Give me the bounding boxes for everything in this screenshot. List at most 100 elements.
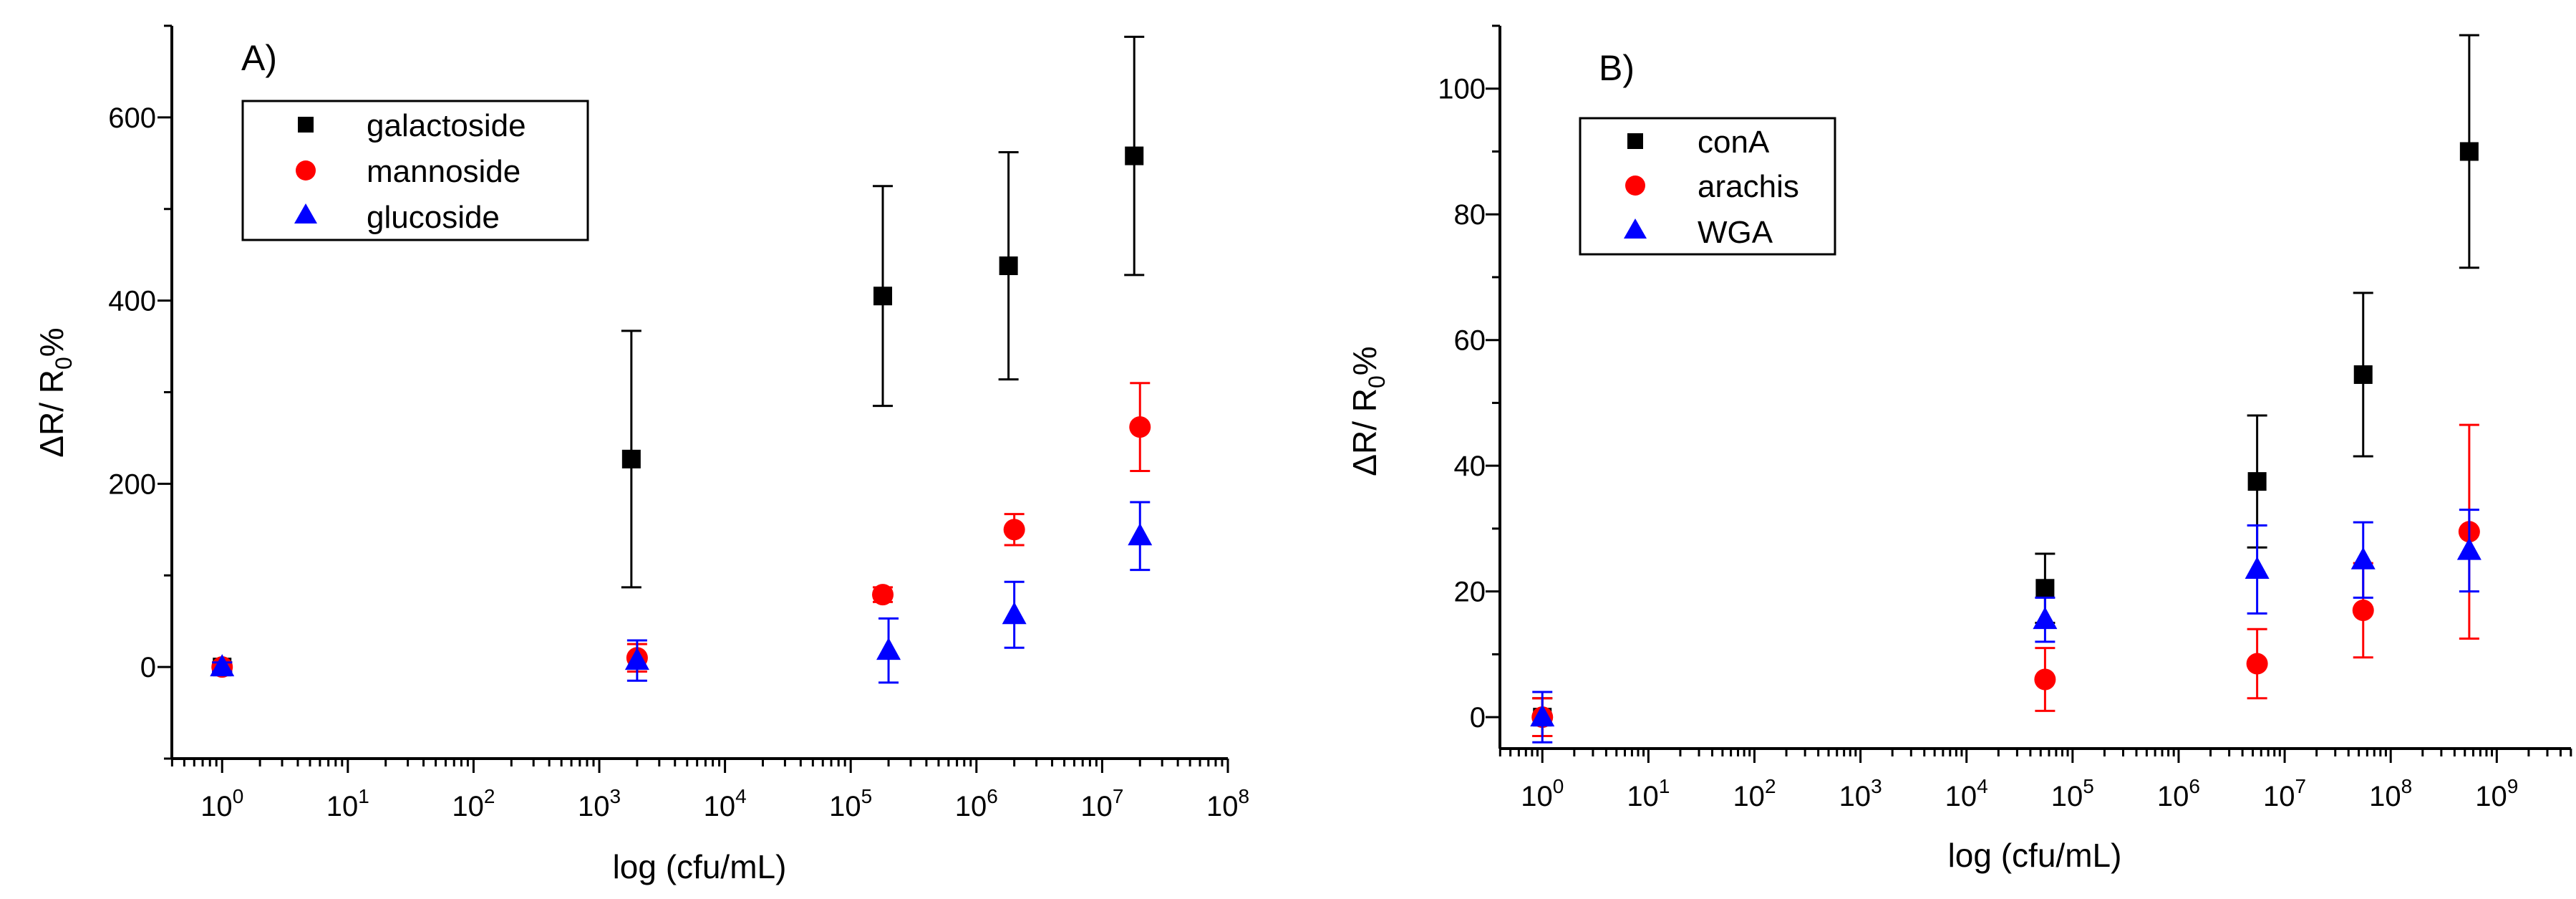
y-tick-label: 80 (1454, 199, 1486, 231)
x-tick-label: 104 (1945, 775, 1988, 812)
panel-b-x-axis-title: log (cfu/mL) (1948, 837, 2122, 874)
data-point-glucoside (624, 648, 649, 670)
x-tick-label-exponent: 0 (233, 785, 244, 807)
y-tick-label: 60 (1454, 325, 1486, 357)
legend-marker-mannoside (296, 160, 316, 181)
x-tick-label-exponent: 4 (1977, 775, 1988, 797)
legend-label-galactoside: galactoside (367, 108, 526, 143)
x-tick-label-exponent: 7 (1113, 785, 1124, 807)
x-tick-label-base: 10 (326, 791, 359, 822)
x-tick-label: 105 (2051, 775, 2094, 812)
x-tick-label: 104 (704, 785, 747, 822)
x-tick-label-base: 10 (704, 791, 736, 822)
x-tick-label-exponent: 4 (735, 785, 747, 807)
y-axis-title-main: ΔR/ R (33, 370, 70, 458)
panel-b-y-axis-title: ΔR/ R0% (1346, 346, 1390, 476)
x-tick-label-base: 10 (1206, 791, 1239, 822)
x-tick-label: 101 (326, 785, 369, 822)
panel-b-chart: B) 100 101 102 103 104 105 106 107 108 1090204060… (1346, 24, 2572, 874)
legend-marker-glucoside (294, 203, 317, 223)
x-tick-label: 102 (452, 785, 495, 822)
x-tick-label-exponent: 6 (2189, 775, 2200, 797)
x-tick-label-base: 10 (2157, 781, 2189, 812)
x-tick-label-base: 10 (2051, 781, 2083, 812)
data-point-WGA (2033, 607, 2058, 630)
panel-a-label: A) (241, 38, 277, 78)
panel-b-legend: conA arachis WGA (1579, 117, 1836, 256)
x-tick-label-base: 10 (829, 791, 861, 822)
legend-label-WGA: WGA (1698, 215, 1773, 250)
x-tick-label-exponent: 2 (484, 785, 495, 807)
x-tick-label-base: 10 (1839, 781, 1872, 812)
data-point-WGA (2245, 556, 2270, 579)
x-tick-label: 107 (2263, 775, 2306, 812)
x-tick-label-exponent: 9 (2507, 775, 2519, 797)
legend-marker-galactoside (298, 117, 314, 133)
y-tick-label: 40 (1454, 451, 1486, 482)
data-point-glucoside (1128, 523, 1153, 546)
x-tick-label: 101 (1627, 775, 1670, 812)
x-tick-label: 106 (2157, 775, 2200, 812)
x-tick-label: 102 (1733, 775, 1776, 812)
x-tick-label-exponent: 5 (861, 785, 873, 807)
x-tick-label-exponent: 2 (1765, 775, 1776, 797)
x-tick-label: 103 (578, 785, 621, 822)
data-point-WGA (1530, 704, 1555, 727)
data-point-mannoside (872, 584, 894, 606)
x-tick-label-base: 10 (2369, 781, 2401, 812)
x-tick-label-exponent: 8 (2401, 775, 2413, 797)
y-tick-label: 0 (140, 652, 156, 683)
y-axis-title-main: ΔR/ R (1346, 388, 1383, 476)
y-axis-title-suffix: % (33, 327, 70, 357)
data-point-glucoside (876, 638, 901, 660)
y-axis-title-suffix: % (1346, 346, 1383, 375)
x-tick-label-base: 10 (1945, 781, 1977, 812)
x-tick-label: 108 (2369, 775, 2412, 812)
x-tick-label-base: 10 (2475, 781, 2507, 812)
x-tick-label-base: 10 (578, 791, 610, 822)
y-tick-label: 600 (108, 102, 156, 134)
x-tick-label-exponent: 3 (609, 785, 621, 807)
data-point-galactoside (873, 287, 893, 306)
y-tick-label: 20 (1454, 577, 1486, 608)
legend-marker-conA (1627, 133, 1643, 149)
x-tick-label-base: 10 (200, 791, 233, 822)
x-tick-label-base: 10 (2263, 781, 2295, 812)
x-tick-label-exponent: 5 (2083, 775, 2094, 797)
legend-marker-WGA (1624, 218, 1647, 239)
data-point-galactoside (999, 256, 1018, 276)
x-tick-label-base: 10 (1080, 791, 1113, 822)
x-tick-label-exponent: 1 (1659, 775, 1670, 797)
x-tick-label: 107 (1080, 785, 1123, 822)
x-tick-label: 108 (1206, 785, 1249, 822)
data-point-galactoside (1125, 146, 1144, 165)
legend-label-arachis: arachis (1698, 169, 1799, 204)
x-tick-label: 109 (2475, 775, 2518, 812)
x-tick-label: 100 (200, 785, 243, 822)
x-tick-label: 105 (829, 785, 872, 822)
data-point-arachis (2246, 653, 2268, 675)
x-tick-label-base: 10 (452, 791, 484, 822)
y-axis-title-subscript: 0 (51, 357, 77, 370)
panel-b-label: B) (1599, 48, 1635, 88)
x-tick-label-exponent: 7 (2295, 775, 2307, 797)
x-tick-label-base: 10 (1733, 781, 1765, 812)
x-tick-label: 106 (955, 785, 998, 822)
x-tick-label-base: 10 (1521, 781, 1553, 812)
y-axis-title-subscript: 0 (1364, 375, 1390, 388)
data-point-glucoside (1002, 602, 1027, 625)
legend-label-conA: conA (1698, 125, 1770, 160)
x-tick-label-base: 10 (955, 791, 987, 822)
y-tick-label: 100 (1438, 74, 1486, 105)
data-point-conA (2035, 579, 2055, 598)
x-tick-label-base: 10 (1627, 781, 1659, 812)
x-tick-label-exponent: 8 (1238, 785, 1249, 807)
x-tick-label: 103 (1839, 775, 1882, 812)
data-point-WGA (2350, 547, 2376, 569)
data-point-conA (2247, 472, 2267, 491)
y-tick-label: 0 (1470, 702, 1486, 734)
panel-b-legend-box (1579, 117, 1836, 256)
data-point-mannoside (1003, 519, 1025, 541)
x-tick-label-exponent: 0 (1553, 775, 1564, 797)
